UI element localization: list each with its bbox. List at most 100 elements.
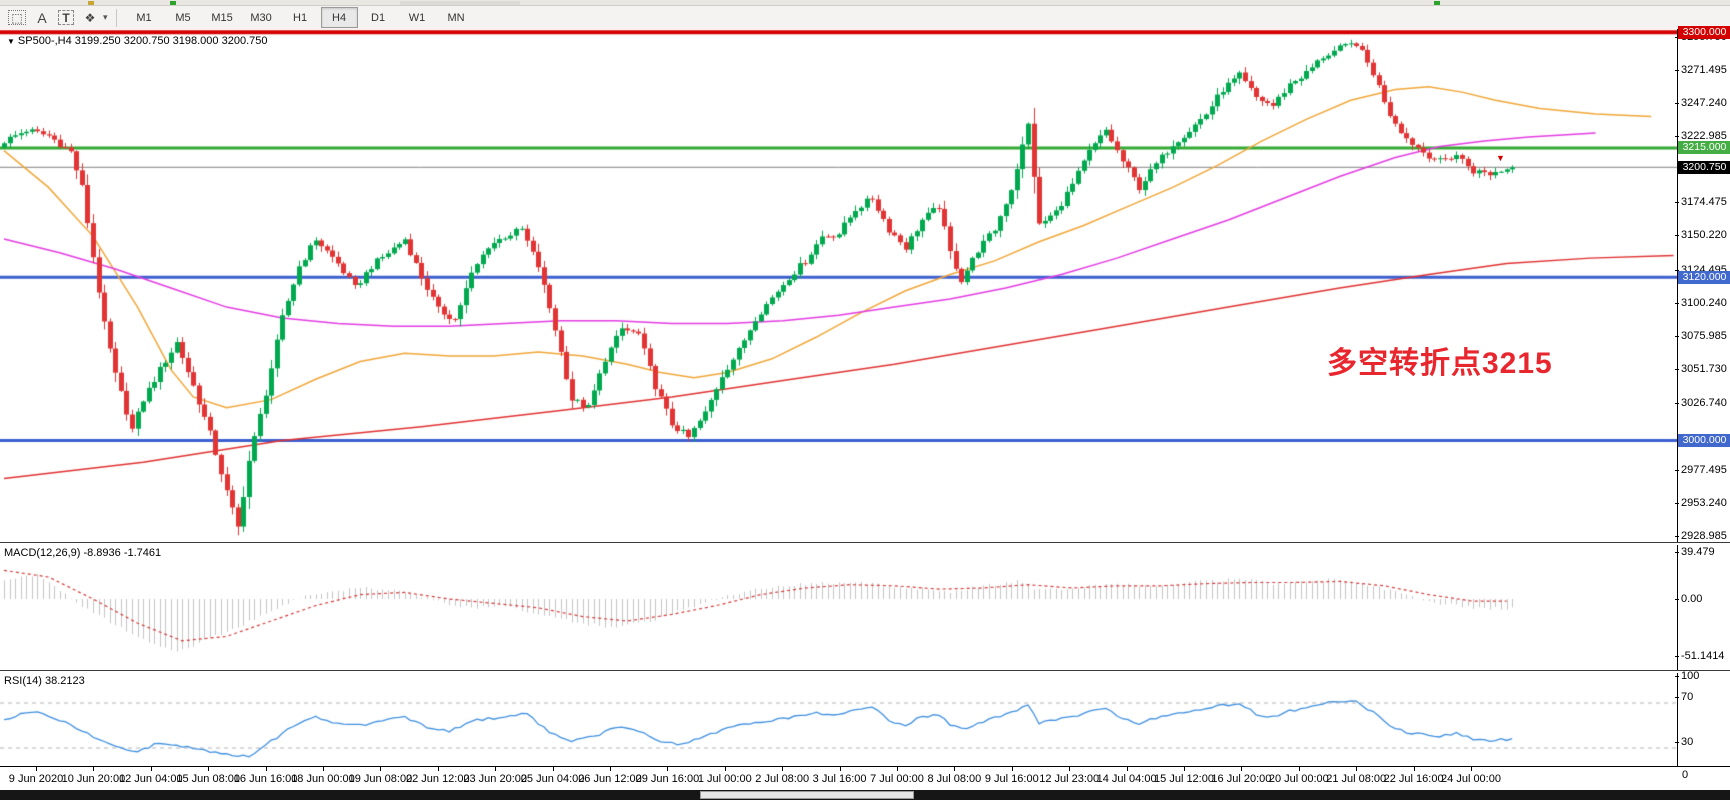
- time-tick-label: 12 Jun 04:00: [118, 773, 183, 785]
- time-tick-label: 9 Jun 2020: [8, 773, 64, 785]
- timeframe-button-M15[interactable]: M15: [211, 11, 233, 24]
- price-tick-label: 3222.985: [1675, 130, 1727, 143]
- time-tick: [1184, 767, 1185, 771]
- price-tick-label: 2977.495: [1675, 464, 1727, 477]
- time-tick: [36, 767, 37, 771]
- toolbar-sliver-icon: [170, 1, 176, 5]
- price-axis[interactable]: 3295.7503271.4953247.2403222.9853174.475…: [1675, 25, 1730, 543]
- time-tick-label: 15 Jun 08:00: [176, 773, 240, 785]
- horizontal-scrollbar[interactable]: [0, 790, 1730, 800]
- timeframe-button-H1[interactable]: H1: [293, 11, 308, 24]
- time-tick: [323, 767, 324, 771]
- macd-indicator[interactable]: [0, 545, 1677, 670]
- time-tick: [1356, 767, 1358, 771]
- dropdown-caret-icon[interactable]: ▾: [103, 12, 108, 22]
- time-tick: [552, 767, 554, 771]
- cropped-toolbar-strip: [0, 0, 1730, 6]
- time-tick: [1241, 767, 1243, 771]
- timeframe-button-W1[interactable]: W1: [408, 11, 426, 24]
- time-tick-label: 3 Jul 16:00: [812, 773, 867, 785]
- time-tick-label: 8 Jul 08:00: [927, 773, 982, 785]
- time-tick-label: 22 Jul 16:00: [1383, 773, 1444, 785]
- time-tick: [1413, 767, 1415, 771]
- time-tick-label: 9 Jul 16:00: [984, 773, 1039, 785]
- candlestick-chart[interactable]: [0, 29, 1677, 542]
- time-tick: [1069, 767, 1071, 771]
- time-tick: [150, 767, 152, 771]
- toolbar-sliver-icon: [1434, 1, 1440, 5]
- time-tick-label: 24 Jul 00:00: [1441, 773, 1501, 785]
- rsi-axis[interactable]: 100 70 30: [1674, 670, 1730, 766]
- price-tick-label: 2928.985: [1675, 530, 1727, 543]
- price-level-badge: 3000.000: [1678, 433, 1730, 447]
- indicator-tick-label: 70: [1674, 691, 1694, 703]
- rsi-label: RSI(14) 38.2123: [4, 675, 85, 687]
- time-tick: [437, 767, 439, 771]
- indicator-tick-label: 30: [1674, 736, 1694, 748]
- time-tick-label: 18 Jun 00:00: [291, 773, 355, 785]
- toolbar-sliver-icon: [400, 1, 520, 5]
- rsi-indicator[interactable]: [0, 673, 1677, 766]
- timeframe-button-M30[interactable]: M30: [250, 11, 272, 24]
- indicator-tick-label: 100: [1674, 670, 1700, 682]
- macd-axis[interactable]: 39.479 0.00 -51.1414: [1674, 545, 1730, 670]
- time-tick: [897, 767, 898, 771]
- scrollbar-thumb[interactable]: [700, 791, 914, 799]
- price-tick-label: 3100.240: [1675, 297, 1727, 310]
- drawing-and-timeframe-toolbar: ⬚ A T ❖ ▾ M1 M5 M15 M30 H1 H4 D1 W1 MN: [0, 6, 1730, 30]
- time-tick: [610, 767, 611, 771]
- time-tick: [93, 767, 95, 771]
- timeframe-button-MN[interactable]: MN: [447, 11, 465, 24]
- price-level-badge: 3200.750: [1678, 160, 1730, 174]
- symbol-dropdown-icon[interactable]: ▼: [7, 37, 15, 46]
- text-annotation-icon[interactable]: A: [37, 9, 47, 26]
- main-chart-panel[interactable]: 3295.7503271.4953247.2403222.9853174.475…: [0, 25, 1730, 543]
- time-tick-label: 29 Jun 16:00: [635, 773, 700, 785]
- toolbar-separator: [115, 8, 117, 27]
- toolbar-sliver-icon: [88, 1, 94, 5]
- time-tick-label: 21 Jul 08:00: [1326, 773, 1387, 785]
- price-tick-label: 3051.730: [1675, 363, 1727, 376]
- price-tick-label: 2953.240: [1675, 497, 1727, 510]
- time-tick: [724, 767, 726, 771]
- time-axis[interactable]: 9 Jun 2020 10 Jun 20:00 12 Jun 04:00 15 Jun…: [0, 766, 1730, 791]
- time-tick: [495, 767, 497, 771]
- price-tick-label: 3026.740: [1675, 397, 1727, 410]
- indicator-tick-label: 0.00: [1674, 593, 1703, 605]
- time-tick: [380, 767, 382, 771]
- time-tick: [667, 767, 669, 771]
- rsi-panel[interactable]: 100 70 30 RSI(14) 38.2123: [0, 670, 1730, 766]
- timeframe-button-D1[interactable]: D1: [371, 11, 386, 24]
- time-tick: [839, 767, 841, 771]
- price-level-badge: 3215.000: [1678, 141, 1730, 155]
- selection-tool-icon[interactable]: ⬚: [8, 10, 26, 25]
- chart-text-annotation: 多空转折点3215: [1327, 347, 1553, 380]
- price-arrow-marker: ▼: [1496, 153, 1505, 163]
- time-tick-label: 14 Jul 04:00: [1096, 773, 1157, 785]
- timeframe-button-M5[interactable]: M5: [175, 11, 191, 24]
- time-tick-label: 25 Jun 04:00: [520, 773, 585, 785]
- time-tick-label: 10 Jun 20:00: [61, 773, 126, 785]
- time-tick-label: 16 Jul 20:00: [1211, 773, 1272, 785]
- time-tick: [782, 767, 784, 771]
- shapes-icon[interactable]: ❖: [84, 10, 96, 25]
- price-tick-label: 3150.220: [1675, 229, 1727, 242]
- time-tick-label: 7 Jul 00:00: [870, 773, 924, 785]
- time-tick-label: 1 Jul 00:00: [697, 773, 752, 785]
- macd-panel[interactable]: 39.479 0.00 -51.1414 MACD(12,26,9) -8.8936…: [0, 545, 1730, 670]
- time-tick-label: 15 Jul 12:00: [1154, 773, 1214, 785]
- indicator-tick-label: 39.479: [1675, 546, 1715, 558]
- time-tick: [1471, 767, 1472, 771]
- timeframe-button-group: M1 M5 M15 M30 H1 H4 D1 W1 MN: [125, 7, 476, 28]
- timeframe-button-M1[interactable]: M1: [136, 11, 152, 24]
- time-tick-label: 19 Jun 08:00: [348, 773, 413, 785]
- chart-ohlc-header[interactable]: ▼ SP500-,H4 3199.250 3200.750 3198.000 32…: [7, 35, 267, 47]
- macd-label: MACD(12,26,9) -8.8936 -1.7461: [4, 547, 162, 559]
- rsi-zero-label: 0: [1682, 769, 1689, 781]
- price-level-badge: 3120.000: [1678, 270, 1730, 284]
- time-tick: [208, 767, 210, 771]
- timeframe-button-H4[interactable]: H4: [320, 7, 358, 28]
- time-tick-label: 22 Jun 12:00: [405, 773, 470, 785]
- text-label-icon[interactable]: T: [58, 10, 74, 25]
